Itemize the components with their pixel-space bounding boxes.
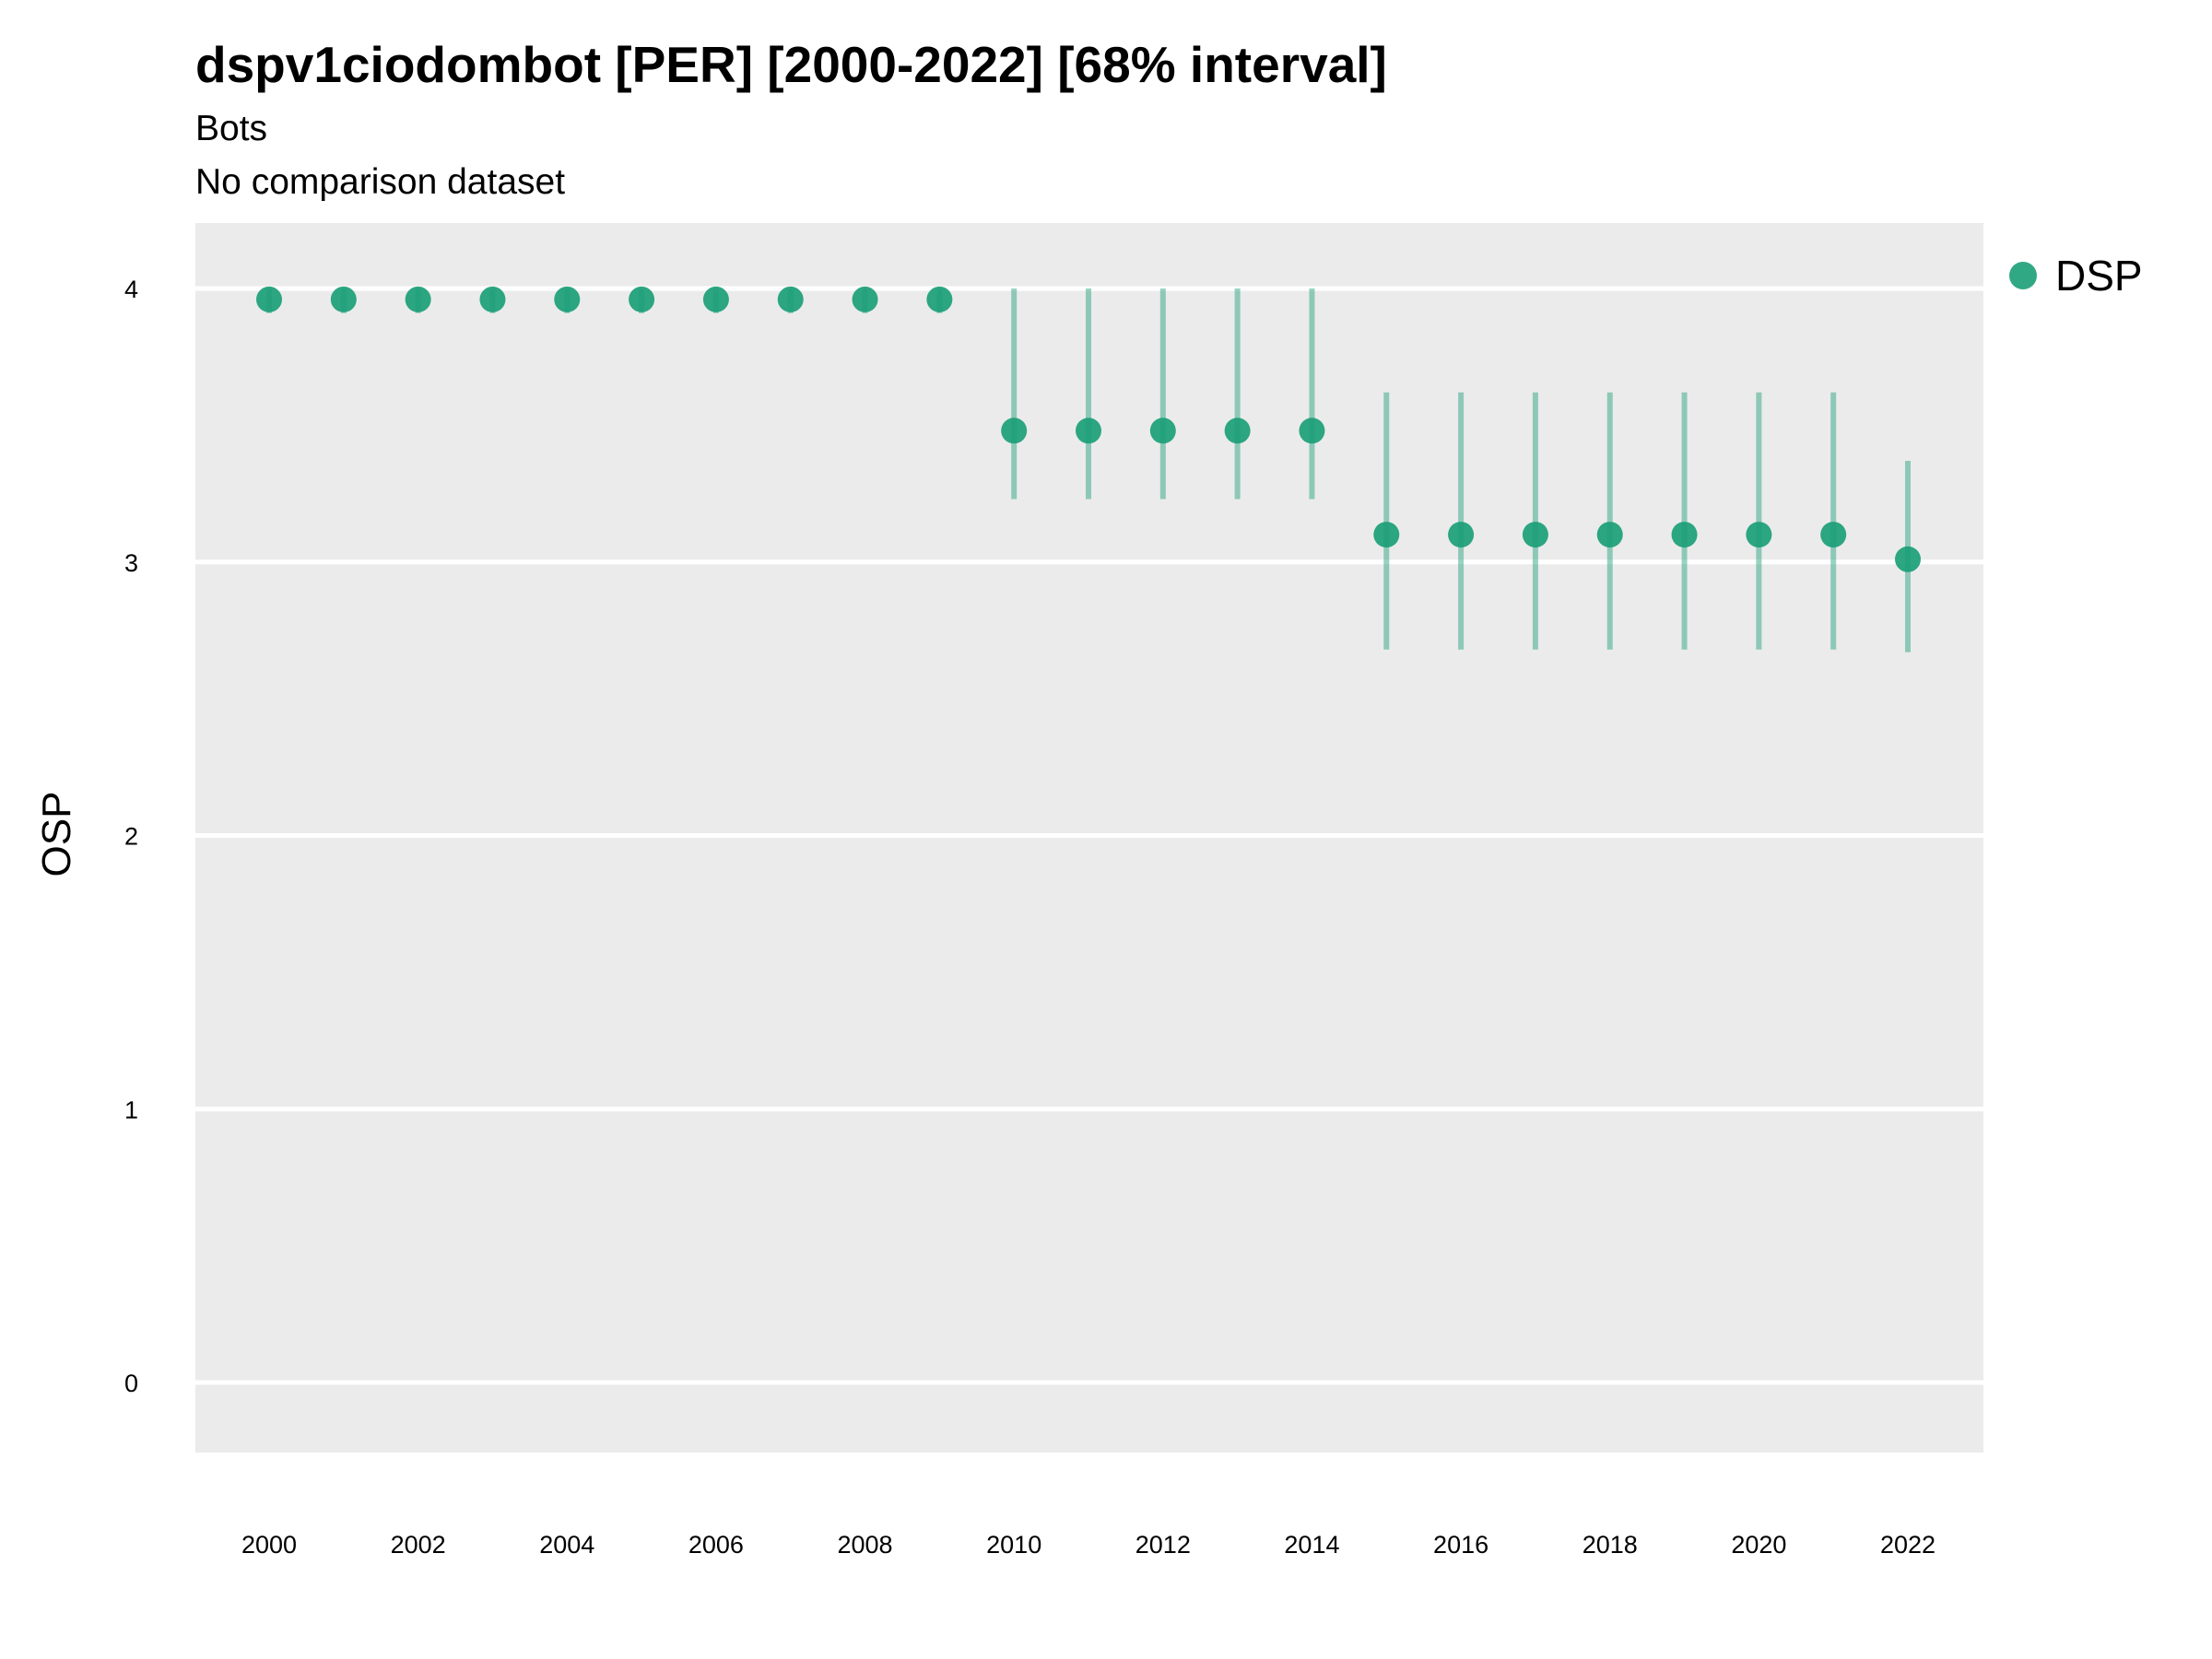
x-tick-label-2000: 2000 xyxy=(241,1531,297,1559)
data-point-2010 xyxy=(1001,418,1028,444)
data-point-2000 xyxy=(256,286,282,312)
x-tick-label-2008: 2008 xyxy=(838,1531,893,1559)
y-tick-label-4: 4 xyxy=(124,276,138,303)
y-tick-label-1: 1 xyxy=(124,1096,138,1124)
data-point-2021 xyxy=(1820,522,1847,548)
chart-title: dspv1ciodombot [PER] [2000-2022] [68% in… xyxy=(195,36,1387,93)
y-tick-label-0: 0 xyxy=(124,1370,138,1397)
data-point-2020 xyxy=(1746,522,1772,548)
x-tick-label-2006: 2006 xyxy=(688,1531,744,1559)
x-tick-label-2014: 2014 xyxy=(1284,1531,1339,1559)
x-tick-label-2010: 2010 xyxy=(986,1531,1041,1559)
x-tick-label-2016: 2016 xyxy=(1433,1531,1488,1559)
x-tick-label-2002: 2002 xyxy=(391,1531,446,1559)
x-tick-label-2018: 2018 xyxy=(1583,1531,1638,1559)
data-point-2014 xyxy=(1299,418,1325,444)
data-point-2002 xyxy=(405,286,431,312)
data-point-2004 xyxy=(554,286,581,312)
data-point-2008 xyxy=(852,286,878,312)
x-tick-label-2022: 2022 xyxy=(1880,1531,1936,1559)
chart-subtitle-dataset: Bots xyxy=(195,109,268,148)
data-point-2001 xyxy=(330,286,357,312)
data-point-2018 xyxy=(1596,522,1623,548)
x-tick-label-2004: 2004 xyxy=(539,1531,594,1559)
data-point-2012 xyxy=(1149,418,1176,444)
data-point-2016 xyxy=(1448,522,1475,548)
data-point-2022 xyxy=(1895,546,1921,572)
data-point-2007 xyxy=(777,286,804,312)
data-point-2013 xyxy=(1224,418,1251,444)
data-point-2015 xyxy=(1373,522,1400,548)
legend: DSP xyxy=(2009,251,2143,300)
legend-label-dsp: DSP xyxy=(2055,252,2143,300)
x-tick-label-2012: 2012 xyxy=(1135,1531,1191,1559)
x-tick-label-2020: 2020 xyxy=(1731,1531,1786,1559)
chart-subtitle-comparison: No comparison dataset xyxy=(195,162,566,202)
data-point-2011 xyxy=(1076,418,1101,444)
data-point-2003 xyxy=(479,286,506,312)
data-point-2005 xyxy=(629,286,655,312)
legend-marker-dsp xyxy=(2009,262,2037,289)
data-point-2009 xyxy=(926,286,953,312)
data-point-2017 xyxy=(1522,522,1548,548)
y-tick-label-3: 3 xyxy=(124,549,138,577)
data-point-2006 xyxy=(702,286,729,312)
y-tick-label-2: 2 xyxy=(124,823,138,851)
data-point-2019 xyxy=(1671,522,1698,548)
